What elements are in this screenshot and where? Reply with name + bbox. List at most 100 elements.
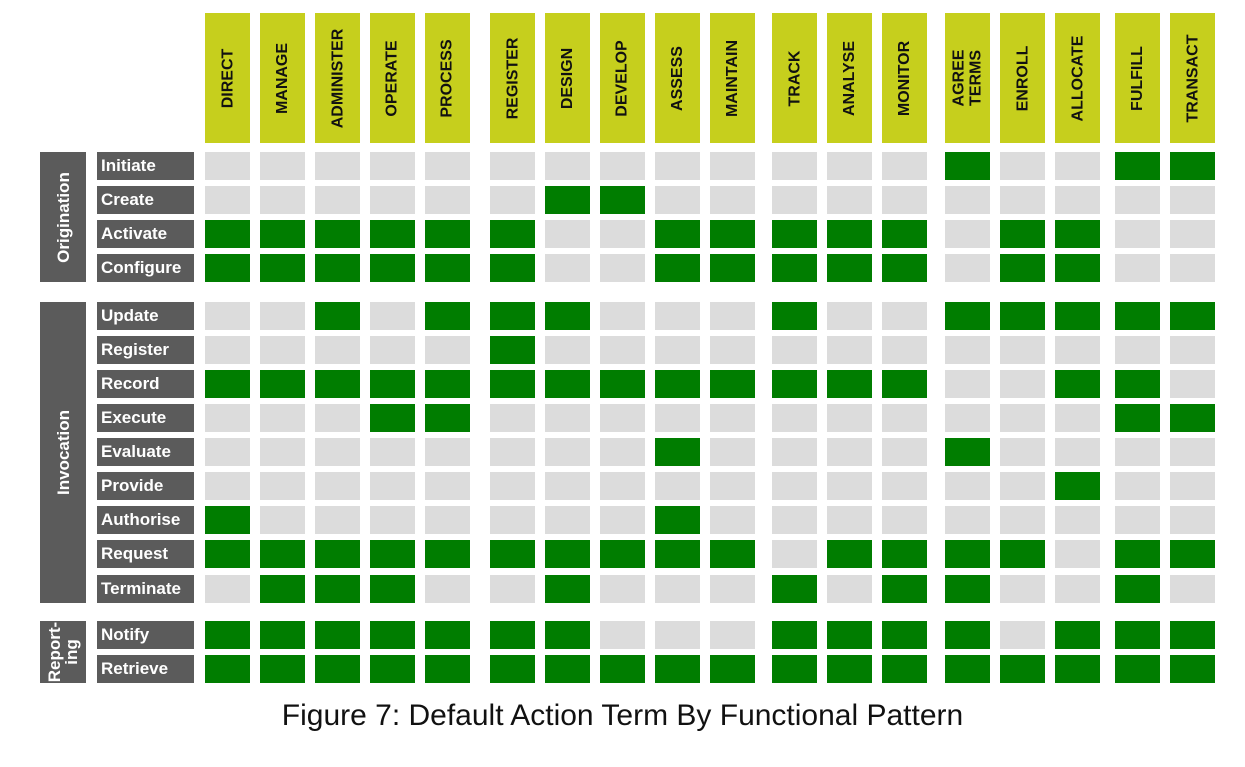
cell-register-process-empty — [425, 336, 470, 364]
cell-request-design-default — [545, 540, 590, 568]
cell-terminate-design-default — [545, 575, 590, 603]
column-header-label: PROCESS — [439, 38, 456, 118]
cell-activate-design-empty — [545, 220, 590, 248]
column-header-label: ADMINISTER — [329, 28, 346, 128]
cell-authorise-fulfill-empty — [1115, 506, 1160, 534]
cell-record-process-default — [425, 370, 470, 398]
cell-record-analyse-default — [827, 370, 872, 398]
column-header-process: PROCESS — [425, 13, 470, 143]
cell-update-enroll-default — [1000, 302, 1045, 330]
cell-execute-analyse-empty — [827, 404, 872, 432]
cell-evaluate-monitor-empty — [882, 438, 927, 466]
cell-create-transact-empty — [1170, 186, 1215, 214]
group-label-text: Invocation — [53, 409, 73, 496]
cell-activate-administer-default — [315, 220, 360, 248]
cell-initiate-assess-empty — [655, 152, 700, 180]
cell-request-develop-default — [600, 540, 645, 568]
cell-activate-assess-default — [655, 220, 700, 248]
cell-retrieve-process-default — [425, 655, 470, 683]
cell-register-agree-terms-empty — [945, 336, 990, 364]
cell-activate-process-default — [425, 220, 470, 248]
cell-request-assess-default — [655, 540, 700, 568]
cell-record-transact-empty — [1170, 370, 1215, 398]
cell-create-track-empty — [772, 186, 817, 214]
cell-request-monitor-default — [882, 540, 927, 568]
group-label-invocation: Invocation — [40, 302, 86, 603]
cell-request-transact-default — [1170, 540, 1215, 568]
cell-configure-register-default — [490, 254, 535, 282]
cell-notify-allocate-default — [1055, 621, 1100, 649]
cell-authorise-maintain-empty — [710, 506, 755, 534]
column-header-manage: MANAGE — [260, 13, 305, 143]
cell-terminate-develop-empty — [600, 575, 645, 603]
cell-provide-allocate-default — [1055, 472, 1100, 500]
cell-evaluate-agree-terms-default — [945, 438, 990, 466]
row-label-record: Record — [97, 370, 194, 398]
cell-provide-design-empty — [545, 472, 590, 500]
cell-retrieve-allocate-default — [1055, 655, 1100, 683]
cell-update-administer-default — [315, 302, 360, 330]
cell-register-transact-empty — [1170, 336, 1215, 364]
cell-execute-register-empty — [490, 404, 535, 432]
cell-provide-assess-empty — [655, 472, 700, 500]
cell-record-agree-terms-empty — [945, 370, 990, 398]
cell-notify-manage-default — [260, 621, 305, 649]
cell-update-operate-empty — [370, 302, 415, 330]
cell-register-enroll-empty — [1000, 336, 1045, 364]
row-label-register: Register — [97, 336, 194, 364]
cell-request-administer-default — [315, 540, 360, 568]
cell-provide-administer-empty — [315, 472, 360, 500]
cell-create-allocate-empty — [1055, 186, 1100, 214]
cell-register-monitor-empty — [882, 336, 927, 364]
cell-record-monitor-default — [882, 370, 927, 398]
column-header-label: FULFILL — [1129, 45, 1146, 111]
cell-create-monitor-empty — [882, 186, 927, 214]
column-header-label: TRANSACT — [1184, 34, 1201, 122]
column-header-transact: TRANSACT — [1170, 13, 1215, 143]
cell-update-design-default — [545, 302, 590, 330]
cell-retrieve-design-default — [545, 655, 590, 683]
cell-initiate-operate-empty — [370, 152, 415, 180]
cell-create-develop-default — [600, 186, 645, 214]
cell-provide-agree-terms-empty — [945, 472, 990, 500]
cell-evaluate-fulfill-empty — [1115, 438, 1160, 466]
cell-update-track-default — [772, 302, 817, 330]
cell-record-develop-default — [600, 370, 645, 398]
cell-notify-fulfill-default — [1115, 621, 1160, 649]
cell-activate-develop-empty — [600, 220, 645, 248]
cell-provide-enroll-empty — [1000, 472, 1045, 500]
cell-update-develop-empty — [600, 302, 645, 330]
cell-configure-monitor-default — [882, 254, 927, 282]
cell-provide-process-empty — [425, 472, 470, 500]
cell-notify-design-default — [545, 621, 590, 649]
cell-authorise-agree-terms-empty — [945, 506, 990, 534]
cell-record-assess-default — [655, 370, 700, 398]
column-header-agree-terms: AGREE TERMS — [945, 13, 990, 143]
cell-record-administer-default — [315, 370, 360, 398]
cell-authorise-manage-empty — [260, 506, 305, 534]
cell-authorise-monitor-empty — [882, 506, 927, 534]
cell-update-assess-empty — [655, 302, 700, 330]
column-header-analyse: ANALYSE — [827, 13, 872, 143]
cell-update-fulfill-default — [1115, 302, 1160, 330]
cell-evaluate-transact-empty — [1170, 438, 1215, 466]
cell-register-allocate-empty — [1055, 336, 1100, 364]
cell-provide-track-empty — [772, 472, 817, 500]
cell-record-enroll-empty — [1000, 370, 1045, 398]
cell-evaluate-enroll-empty — [1000, 438, 1045, 466]
cell-request-process-default — [425, 540, 470, 568]
cell-create-register-empty — [490, 186, 535, 214]
cell-create-maintain-empty — [710, 186, 755, 214]
column-header-label: ASSESS — [669, 45, 687, 111]
cell-request-track-empty — [772, 540, 817, 568]
row-label-request: Request — [97, 540, 194, 568]
cell-terminate-fulfill-default — [1115, 575, 1160, 603]
cell-register-fulfill-empty — [1115, 336, 1160, 364]
cell-configure-administer-default — [315, 254, 360, 282]
cell-update-monitor-empty — [882, 302, 927, 330]
cell-register-analyse-empty — [827, 336, 872, 364]
cell-terminate-maintain-empty — [710, 575, 755, 603]
cell-evaluate-develop-empty — [600, 438, 645, 466]
cell-request-register-default — [490, 540, 535, 568]
cell-configure-enroll-default — [1000, 254, 1045, 282]
